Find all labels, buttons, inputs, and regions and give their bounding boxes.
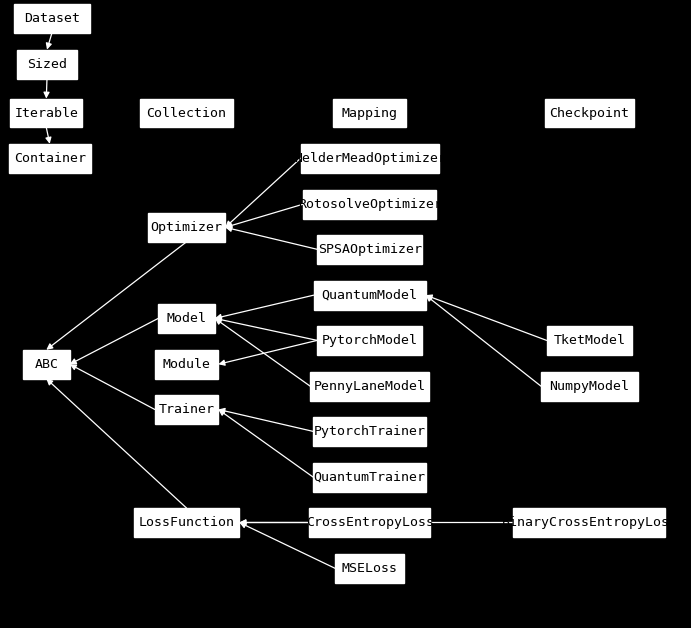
FancyBboxPatch shape [313, 417, 426, 446]
Text: NelderMeadOptimizer: NelderMeadOptimizer [294, 152, 446, 165]
Text: Trainer: Trainer [158, 403, 215, 416]
Text: Module: Module [162, 358, 211, 371]
Text: Container: Container [14, 152, 86, 165]
FancyBboxPatch shape [310, 508, 430, 537]
FancyBboxPatch shape [155, 395, 218, 424]
FancyBboxPatch shape [23, 350, 70, 379]
FancyBboxPatch shape [14, 4, 90, 33]
FancyBboxPatch shape [545, 99, 634, 127]
Text: PytorchTrainer: PytorchTrainer [314, 425, 426, 438]
Text: SPSAOptimizer: SPSAOptimizer [318, 243, 422, 256]
Text: Sized: Sized [27, 58, 67, 70]
FancyBboxPatch shape [10, 99, 82, 127]
Text: LossFunction: LossFunction [139, 516, 234, 529]
Text: Optimizer: Optimizer [151, 221, 223, 234]
Text: TketModel: TketModel [553, 334, 625, 347]
FancyBboxPatch shape [313, 463, 426, 492]
Text: RotosolveOptimizer: RotosolveOptimizer [298, 198, 442, 210]
FancyBboxPatch shape [303, 190, 436, 219]
FancyBboxPatch shape [314, 281, 426, 310]
Text: Dataset: Dataset [23, 13, 80, 25]
Text: Model: Model [167, 312, 207, 325]
FancyBboxPatch shape [333, 99, 406, 127]
Text: QuantumTrainer: QuantumTrainer [314, 471, 426, 484]
FancyBboxPatch shape [317, 326, 422, 355]
Text: MSELoss: MSELoss [341, 562, 398, 575]
Text: QuantumModel: QuantumModel [322, 289, 417, 301]
Text: Checkpoint: Checkpoint [549, 107, 630, 119]
FancyBboxPatch shape [148, 213, 225, 242]
FancyBboxPatch shape [9, 144, 91, 173]
Text: Mapping: Mapping [341, 107, 398, 119]
Text: Collection: Collection [146, 107, 227, 119]
FancyBboxPatch shape [134, 508, 240, 537]
Text: NumpyModel: NumpyModel [549, 380, 630, 392]
Text: Iterable: Iterable [15, 107, 78, 119]
Text: ABC: ABC [35, 358, 58, 371]
FancyBboxPatch shape [158, 304, 215, 333]
FancyBboxPatch shape [335, 554, 404, 583]
FancyBboxPatch shape [547, 326, 632, 355]
Text: BinaryCrossEntropyLoss: BinaryCrossEntropyLoss [502, 516, 677, 529]
FancyBboxPatch shape [513, 508, 665, 537]
FancyBboxPatch shape [310, 372, 429, 401]
Text: CrossEntropyLoss: CrossEntropyLoss [305, 516, 434, 529]
FancyBboxPatch shape [301, 144, 439, 173]
Text: PytorchModel: PytorchModel [322, 334, 417, 347]
FancyBboxPatch shape [140, 99, 233, 127]
FancyBboxPatch shape [541, 372, 638, 401]
FancyBboxPatch shape [17, 50, 77, 78]
FancyBboxPatch shape [155, 350, 218, 379]
Text: PennyLaneModel: PennyLaneModel [314, 380, 426, 392]
FancyBboxPatch shape [317, 235, 422, 264]
